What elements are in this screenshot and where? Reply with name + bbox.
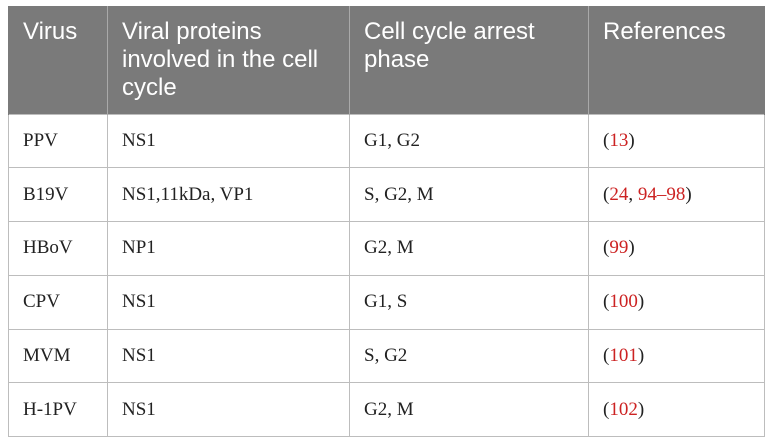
reference-link[interactable]: 102 [609, 398, 638, 420]
ref-paren: ) [685, 183, 692, 205]
ref-paren: ( [603, 344, 610, 366]
references-cell: (99) [588, 221, 765, 276]
references-cell: (13) [588, 113, 765, 169]
reference-link[interactable]: 100 [609, 291, 638, 313]
reference-link[interactable]: 24 [609, 183, 629, 205]
header-row: Virus Viral proteins involved in the cel… [8, 6, 765, 114]
proteins-cell: NS1 [107, 274, 350, 330]
header-references: References [588, 6, 765, 114]
proteins-cell: NP1 [107, 221, 350, 276]
header-arrest-phase: Cell cycle arrest phase [349, 6, 589, 114]
table-row: B19V NS1,11kDa, VP1 S, G2, M (24, 94–98) [8, 167, 765, 222]
data-table-container: Virus Viral proteins involved in the cel… [8, 6, 765, 437]
proteins-cell: NS1 [107, 382, 350, 437]
table-row: PPV NS1 G1, G2 (13) [8, 113, 765, 169]
table-body: PPV NS1 G1, G2 (13) B19V NS1,11kDa, VP1 … [8, 113, 765, 437]
table-row: CPV NS1 G1, S (100) [8, 274, 765, 330]
virus-cell: CPV [8, 274, 108, 330]
virus-cell: B19V [8, 167, 108, 222]
proteins-cell: NS1,11kDa, VP1 [107, 167, 350, 222]
ref-paren: ) [637, 344, 645, 366]
reference-link[interactable]: 94–98 [637, 183, 686, 205]
phase-cell: S, G2 [349, 328, 589, 384]
header-virus: Virus [8, 6, 108, 114]
reference-link[interactable]: 101 [609, 344, 638, 366]
table-row: HBoV NP1 G2, M (99) [8, 221, 765, 276]
proteins-cell: NS1 [107, 113, 350, 169]
phase-cell: G2, M [349, 382, 589, 437]
phase-cell: G1, S [349, 274, 589, 330]
ref-paren: ) [637, 291, 645, 313]
ref-paren: ( [603, 237, 610, 259]
ref-paren: ) [637, 398, 645, 420]
ref-paren: ( [603, 183, 610, 205]
phase-cell: S, G2, M [349, 167, 589, 222]
table-header: Virus Viral proteins involved in the cel… [8, 6, 765, 114]
reference-link[interactable]: 99 [609, 237, 629, 259]
virus-cell: PPV [8, 113, 108, 169]
virus-cell: MVM [8, 328, 108, 384]
references-cell: (100) [588, 274, 765, 330]
header-viral-proteins: Viral proteins involved in the cell cycl… [107, 6, 350, 114]
table-row: H-1PV NS1 G2, M (102) [8, 382, 765, 437]
virus-cell: HBoV [8, 221, 108, 276]
ref-paren: ( [603, 398, 610, 420]
reference-link[interactable]: 13 [609, 129, 629, 151]
ref-paren: ( [603, 291, 610, 313]
proteins-cell: NS1 [107, 328, 350, 384]
ref-paren: ( [603, 129, 610, 151]
ref-separator: , [628, 183, 638, 205]
references-cell: (24, 94–98) [588, 167, 765, 222]
table-row: MVM NS1 S, G2 (101) [8, 328, 765, 384]
ref-paren: ) [628, 237, 635, 259]
virus-cell: H-1PV [8, 382, 108, 437]
references-cell: (101) [588, 328, 765, 384]
cell-cycle-table: Virus Viral proteins involved in the cel… [8, 6, 765, 437]
phase-cell: G2, M [349, 221, 589, 276]
phase-cell: G1, G2 [349, 113, 589, 169]
ref-paren: ) [628, 129, 635, 151]
references-cell: (102) [588, 382, 765, 437]
